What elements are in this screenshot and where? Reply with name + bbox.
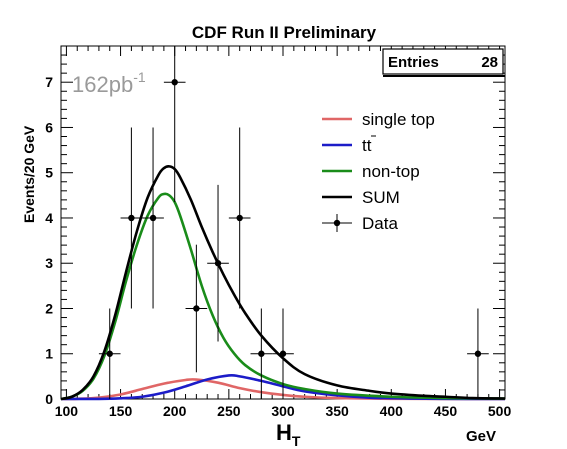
stats-box: Entries 28 — [382, 48, 505, 77]
legend-label: non-top — [362, 162, 420, 181]
legend-entry: Data — [322, 214, 398, 233]
data-marker — [214, 260, 222, 267]
data-marker — [149, 214, 157, 222]
stats-box-label: Entries — [388, 54, 439, 71]
data-point — [120, 127, 143, 309]
data-marker — [128, 214, 135, 222]
y-tick-label: 6 — [45, 119, 53, 135]
legend-entry: single top — [322, 110, 435, 129]
chart-title: CDF Run II Preliminary — [192, 23, 377, 42]
data-point — [272, 308, 294, 399]
series-line-sum — [60, 165, 506, 401]
data-marker — [236, 214, 243, 222]
data-marker — [474, 350, 482, 357]
legend-swatch-marker — [333, 219, 341, 227]
x-tick-label: 250 — [217, 403, 241, 419]
curves-layer — [60, 165, 506, 401]
data-marker — [106, 350, 113, 357]
data-point — [185, 244, 208, 373]
data-marker — [258, 350, 265, 357]
data-point — [98, 308, 121, 399]
x-axis-label: HT — [276, 420, 301, 449]
series-line-single-top — [60, 378, 506, 401]
x-tick-label: 100 — [55, 403, 79, 419]
x-tick-label: 450 — [434, 403, 458, 419]
legend-entry: non-top — [322, 162, 420, 181]
x-axis-label-main: H — [276, 420, 292, 445]
y-tick-label: 4 — [45, 210, 53, 226]
x-tick-label: 400 — [380, 403, 404, 419]
legend-label: Data — [362, 214, 398, 233]
series-line-tt — [60, 373, 506, 401]
y-tick-label: 7 — [45, 74, 53, 90]
lumi-annotation: 162pb-1 — [72, 69, 146, 97]
y-tick-label: 3 — [45, 255, 53, 271]
legend-entry: tt — [322, 135, 376, 155]
legend-entry: SUM — [322, 188, 400, 207]
x-tick-label: 500 — [488, 403, 512, 419]
legend-label: tt — [362, 136, 372, 155]
legend: single top tt non-top SUM Data — [322, 110, 435, 233]
stats-box-value: 28 — [481, 54, 498, 71]
y-tick-label: 1 — [45, 346, 53, 362]
x-axis-label-sub: T — [292, 433, 301, 449]
data-marker — [171, 79, 178, 86]
x-tick-label: 200 — [163, 403, 187, 419]
lumi-sup: -1 — [133, 69, 146, 85]
y-tick-label: 2 — [45, 300, 53, 316]
data-point — [207, 184, 229, 342]
lumi-base: 162pb — [72, 72, 133, 97]
y-tick-label: 5 — [45, 165, 53, 181]
legend-label: SUM — [362, 188, 400, 207]
series-line-non-top — [60, 192, 506, 401]
data-point — [142, 127, 164, 309]
data-marker — [193, 305, 200, 312]
x-tick-label: 350 — [325, 403, 349, 419]
data-point — [467, 308, 489, 399]
x-tick-label: 150 — [109, 403, 133, 419]
data-point — [228, 127, 251, 309]
legend-label: single top — [362, 110, 435, 129]
y-axis-label: Events/20 GeV — [21, 125, 37, 223]
stats-box-frame — [382, 48, 504, 75]
x-tick-label: 300 — [271, 403, 295, 419]
data-point — [163, 46, 186, 203]
x-axis-unit: GeV — [466, 428, 496, 445]
data-point — [250, 308, 273, 399]
ticks-layer: 100 150 200 250 300 350 400 450 500 0 1 2 3 4 5 6 7 — [45, 46, 511, 419]
data-marker — [279, 350, 287, 357]
data-layer — [98, 46, 489, 399]
y-tick-label: 0 — [45, 391, 53, 407]
